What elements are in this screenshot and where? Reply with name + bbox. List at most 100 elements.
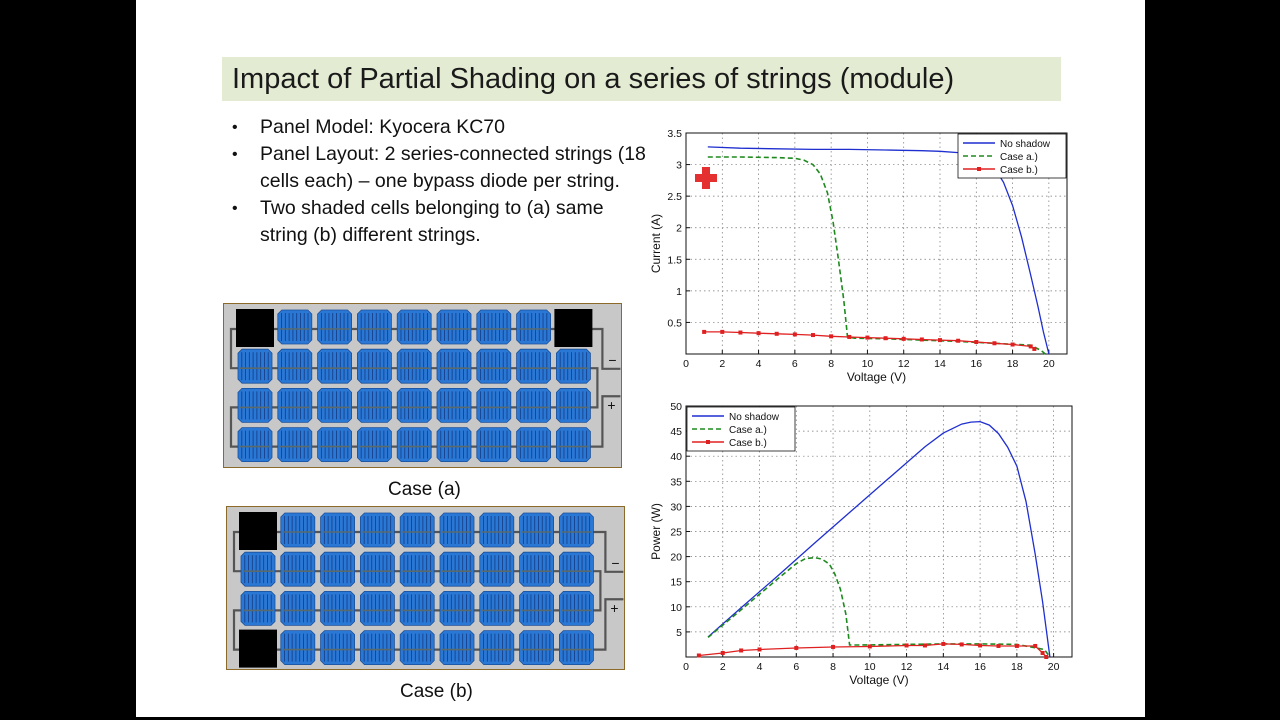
y-tick-label: 0.5 — [667, 317, 682, 329]
series-point — [901, 336, 906, 341]
y-tick-label: 30 — [670, 501, 682, 513]
power-voltage-chart: 0 2 4 6 8 10 12 14 16 18 20 5 10 15 20 25 30 35 40 45 50 Volt… — [649, 401, 1073, 687]
x-tick-label: 18 — [1007, 358, 1019, 370]
y-tick-label: 35 — [670, 476, 682, 488]
series-point — [1033, 643, 1038, 648]
legend-label: Case a.) — [729, 425, 767, 436]
y-tick-label: 15 — [670, 577, 682, 589]
x-tick-label: 4 — [757, 661, 763, 673]
series-point — [774, 331, 779, 336]
series-point — [959, 642, 964, 647]
solar-cell — [317, 348, 352, 384]
x-tick-label: 16 — [970, 358, 982, 370]
bullet-item: Panel Model: Kyocera KC70 — [232, 114, 652, 141]
panel-diagram-case-a: −+ — [229, 309, 621, 462]
x-tick-label: 2 — [719, 358, 725, 370]
chart-legend: No shadow Case a.) Case b.) — [957, 133, 1067, 179]
series-point — [992, 341, 997, 346]
x-tick-label: 2 — [720, 661, 726, 673]
bullet-item: Panel Layout: 2 series-connected strings… — [232, 141, 652, 195]
solar-cell — [360, 551, 395, 587]
series-point — [829, 334, 834, 339]
cursor-pointer-icon — [695, 167, 717, 189]
solar-cell — [439, 551, 475, 587]
solar-cell — [396, 348, 432, 384]
solar-cell — [399, 551, 435, 587]
bullet-item: Two shaded cells belonging to (a) same s… — [232, 195, 652, 249]
y-axis-label: Current (A) — [649, 214, 663, 273]
series-point — [919, 337, 924, 342]
legend-label: No shadow — [1000, 139, 1051, 150]
solar-cell — [240, 591, 276, 626]
y-tick-label: 20 — [670, 552, 682, 564]
solar-cell — [516, 427, 551, 462]
y-tick-label: 40 — [670, 451, 682, 463]
series-point — [1032, 346, 1037, 351]
x-tick-label: 14 — [937, 661, 949, 673]
solar-cell — [519, 591, 554, 626]
series-point — [865, 335, 870, 340]
series-point — [904, 643, 909, 648]
solar-cell — [317, 309, 352, 345]
series-point — [757, 647, 762, 652]
solar-cell — [559, 512, 594, 548]
solar-cell — [237, 348, 273, 384]
x-tick-label: 10 — [862, 358, 874, 370]
x-tick-label: 18 — [1011, 661, 1023, 673]
solar-cell — [320, 512, 355, 548]
solar-cell — [516, 348, 551, 384]
solar-cell — [399, 630, 435, 665]
solar-cell — [436, 348, 472, 384]
y-axis-label: Power (W) — [649, 503, 663, 560]
solar-cell — [516, 388, 551, 423]
solar-cell — [280, 630, 316, 665]
x-tick-label: 16 — [974, 661, 986, 673]
y-tick-label: 45 — [670, 426, 682, 438]
x-tick-label: 6 — [793, 661, 799, 673]
solar-cell — [519, 630, 554, 665]
solar-cell — [317, 427, 352, 462]
y-tick-label: 1 — [676, 286, 682, 298]
solar-cell — [399, 591, 435, 626]
solar-cell — [476, 348, 512, 384]
y-tick-label: 3.5 — [667, 128, 682, 140]
solar-cell — [556, 427, 591, 462]
solar-cell — [360, 512, 395, 548]
case-b-caption: Case (b) — [400, 681, 473, 702]
y-tick-label: 25 — [670, 527, 682, 539]
legend-label: Case b.) — [729, 438, 767, 449]
solar-cell — [280, 512, 316, 548]
series-point — [996, 643, 1001, 648]
solar-cell — [280, 551, 316, 587]
series-point — [1040, 650, 1045, 655]
solar-cell — [516, 309, 551, 345]
x-tick-label: 6 — [792, 358, 798, 370]
chart-legend: No shadow Case a.) Case b.) — [686, 406, 796, 452]
solar-cell — [399, 512, 435, 548]
solar-cell — [357, 427, 392, 462]
series-point — [811, 333, 815, 338]
solar-cell — [479, 512, 515, 548]
solar-cell — [277, 309, 313, 345]
solar-cell — [479, 630, 515, 665]
x-tick-label: 10 — [864, 661, 876, 673]
series-point — [794, 645, 799, 650]
y-tick-label: 50 — [670, 401, 682, 413]
series-point — [831, 644, 836, 649]
series-point — [792, 332, 797, 337]
y-tick-label: 3 — [676, 160, 682, 172]
solar-panel-case-b: − + — [226, 506, 625, 670]
solar-cell — [280, 591, 316, 626]
solar-cell — [360, 630, 395, 665]
series-point — [941, 641, 946, 646]
bullet-list: Panel Model: Kyocera KC70 Panel Layout: … — [232, 114, 652, 249]
solar-cell — [476, 309, 512, 345]
x-axis-label: Voltage (V) — [847, 370, 906, 384]
solar-cell — [439, 512, 475, 548]
series-point — [867, 644, 872, 649]
y-tick-label: 10 — [670, 602, 682, 614]
series-point — [720, 329, 725, 334]
solar-cell — [320, 591, 355, 626]
solar-cell — [559, 630, 594, 665]
series-point — [756, 331, 761, 336]
